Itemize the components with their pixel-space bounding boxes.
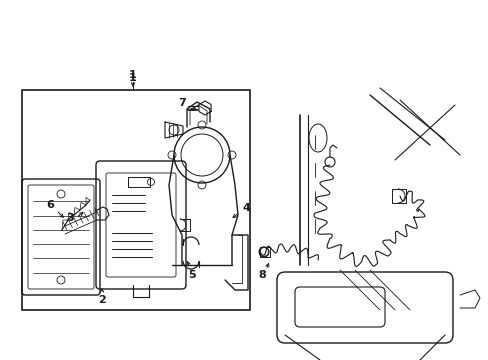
Text: 1: 1 xyxy=(129,73,137,83)
Text: 2: 2 xyxy=(98,295,106,305)
Text: 7: 7 xyxy=(178,98,185,108)
Text: 1: 1 xyxy=(129,70,137,80)
Text: 3: 3 xyxy=(66,213,74,223)
Bar xyxy=(128,177,150,187)
Text: 6: 6 xyxy=(46,200,54,210)
Text: 4: 4 xyxy=(242,203,249,213)
Bar xyxy=(260,247,269,257)
Text: 8: 8 xyxy=(258,270,265,280)
Bar xyxy=(391,189,405,203)
Text: 5: 5 xyxy=(188,270,195,280)
Bar xyxy=(22,90,249,310)
